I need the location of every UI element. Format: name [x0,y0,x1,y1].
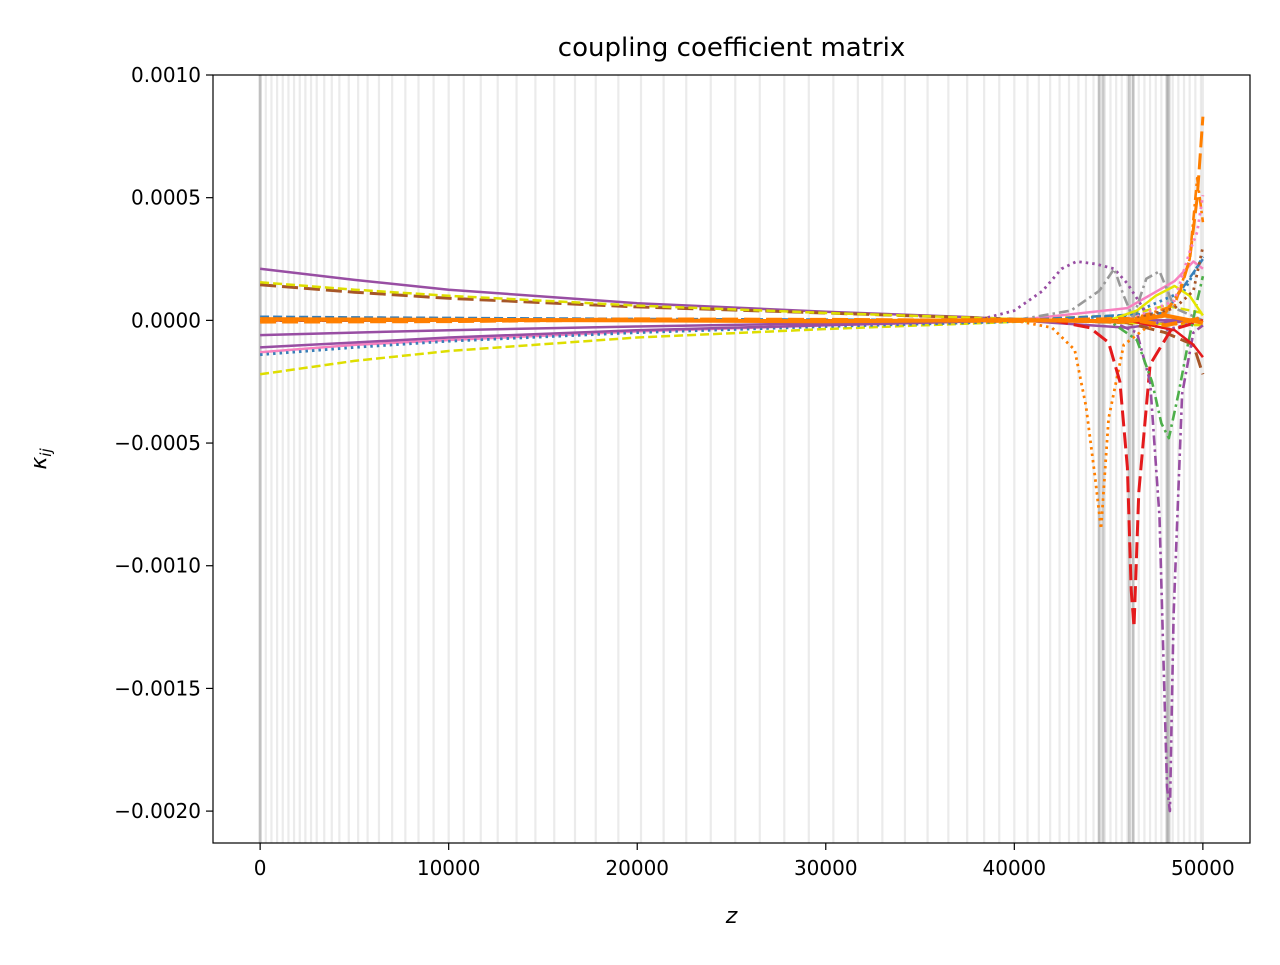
y-axis-label-main: κ [27,457,52,470]
x-tick-label: 40000 [983,856,1047,880]
shaded-band-layer [258,75,1204,843]
plot-frame [212,74,1251,844]
y-tick-label: −0.0010 [114,554,201,578]
y-axis-label-subscript: ij [37,448,55,457]
x-tick-label: 20000 [605,856,669,880]
y-axis-ticks: 0.0010 0.0005 0.0000 −0.0005 −0.0010 −0.0015 −… [114,63,213,823]
series-line-12 [260,318,1204,531]
y-tick-label: 0.0005 [131,186,201,210]
x-axis-label: z [725,904,738,929]
x-tick-label: 0 [254,856,267,880]
series-line-14 [260,319,1204,813]
x-axis-ticks: 0 10000 20000 30000 40000 50000 [254,843,1235,880]
series-line-21 [260,246,1205,322]
x-tick-label: 50000 [1171,856,1235,880]
series-layer [259,116,1205,813]
series-line-23 [260,315,1204,328]
chart-title: coupling coefficient matrix [558,33,905,63]
y-tick-label: 0.0010 [131,63,201,87]
y-tick-label: −0.0020 [114,799,201,823]
series-line-4 [259,319,1203,376]
y-tick-label: −0.0005 [114,431,201,455]
series-line-3 [260,281,1204,321]
y-axis-label: κij [27,448,55,470]
series-line-13 [260,318,1204,629]
y-tick-label: −0.0015 [114,676,201,700]
x-tick-label: 10000 [417,856,481,880]
series-line-10 [260,260,1204,332]
x-tick-label: 30000 [794,856,858,880]
y-tick-label: 0.0000 [131,308,201,332]
series-line-15 [260,275,1205,440]
